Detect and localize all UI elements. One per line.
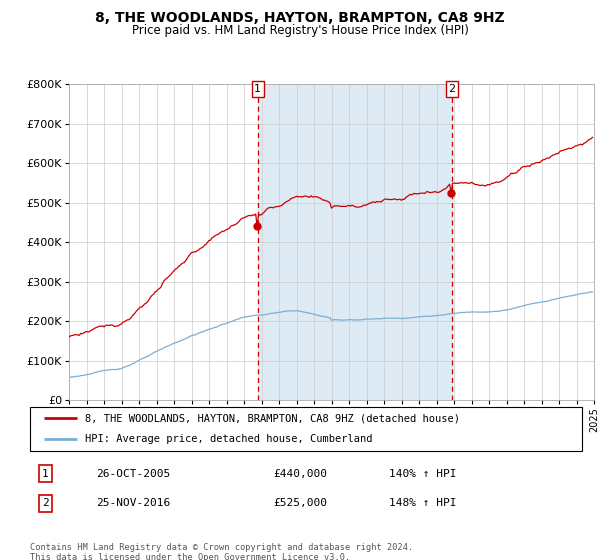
Text: £525,000: £525,000: [273, 498, 327, 508]
Text: Price paid vs. HM Land Registry's House Price Index (HPI): Price paid vs. HM Land Registry's House …: [131, 24, 469, 37]
Text: 1: 1: [42, 469, 49, 479]
FancyBboxPatch shape: [30, 407, 582, 451]
Bar: [258, 84, 452, 400]
Text: 8, THE WOODLANDS, HAYTON, BRAMPTON, CA8 9HZ (detached house): 8, THE WOODLANDS, HAYTON, BRAMPTON, CA8 …: [85, 413, 460, 423]
Text: 26-OCT-2005: 26-OCT-2005: [96, 469, 170, 479]
Text: 148% ↑ HPI: 148% ↑ HPI: [389, 498, 457, 508]
Text: 8, THE WOODLANDS, HAYTON, BRAMPTON, CA8 9HZ: 8, THE WOODLANDS, HAYTON, BRAMPTON, CA8 …: [95, 11, 505, 25]
Text: HPI: Average price, detached house, Cumberland: HPI: Average price, detached house, Cumb…: [85, 435, 373, 445]
Text: Contains HM Land Registry data © Crown copyright and database right 2024.: Contains HM Land Registry data © Crown c…: [30, 543, 413, 552]
Text: 2: 2: [448, 84, 455, 94]
Text: 140% ↑ HPI: 140% ↑ HPI: [389, 469, 457, 479]
Text: 2: 2: [42, 498, 49, 508]
Text: 25-NOV-2016: 25-NOV-2016: [96, 498, 170, 508]
Text: £440,000: £440,000: [273, 469, 327, 479]
Text: 1: 1: [254, 84, 262, 94]
Text: This data is licensed under the Open Government Licence v3.0.: This data is licensed under the Open Gov…: [30, 553, 350, 560]
